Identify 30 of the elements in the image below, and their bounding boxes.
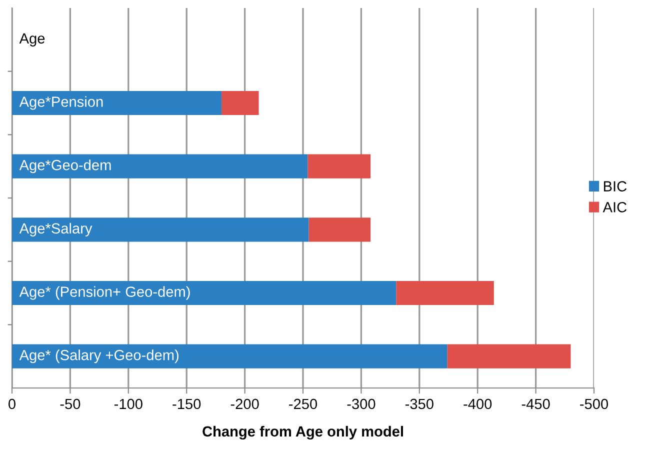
y-tick-label: Age*Pension — [19, 96, 103, 110]
y-tick-label: Age* (Salary +Geo-dem) — [19, 350, 178, 364]
x-axis-title: Change from Age only model — [202, 426, 403, 440]
x-tick-label: -200 — [230, 398, 259, 410]
bar — [12, 280, 396, 306]
legend-label: AIC — [602, 202, 627, 212]
x-tick-label: -500 — [580, 398, 608, 410]
bar — [12, 90, 222, 116]
x-tick-label: -150 — [172, 398, 201, 410]
x-tick-label: -250 — [289, 398, 318, 410]
y-tick-label: Age*Salary — [19, 222, 92, 236]
bar — [222, 90, 259, 116]
bar — [12, 154, 308, 178]
bar — [12, 218, 309, 242]
bar — [12, 344, 448, 368]
x-tick-label: -300 — [347, 398, 376, 410]
bar — [396, 280, 494, 306]
bar — [308, 154, 371, 178]
x-tick-label: -350 — [405, 398, 434, 410]
bar — [447, 344, 571, 368]
x-tick-label: -450 — [522, 398, 550, 410]
x-tick-label: 0 — [8, 398, 16, 410]
y-tick-label: Age — [19, 33, 45, 46]
y-tick-label: Age* (Pension+ Geo-dem) — [19, 286, 190, 300]
bar — [308, 218, 371, 242]
x-tick-label: -50 — [60, 398, 80, 410]
x-tick-label: -100 — [114, 398, 142, 410]
y-tick-label: Age*Geo-dem — [19, 160, 111, 174]
legend-label: BIC — [604, 181, 627, 192]
x-tick-label: -400 — [464, 398, 492, 410]
